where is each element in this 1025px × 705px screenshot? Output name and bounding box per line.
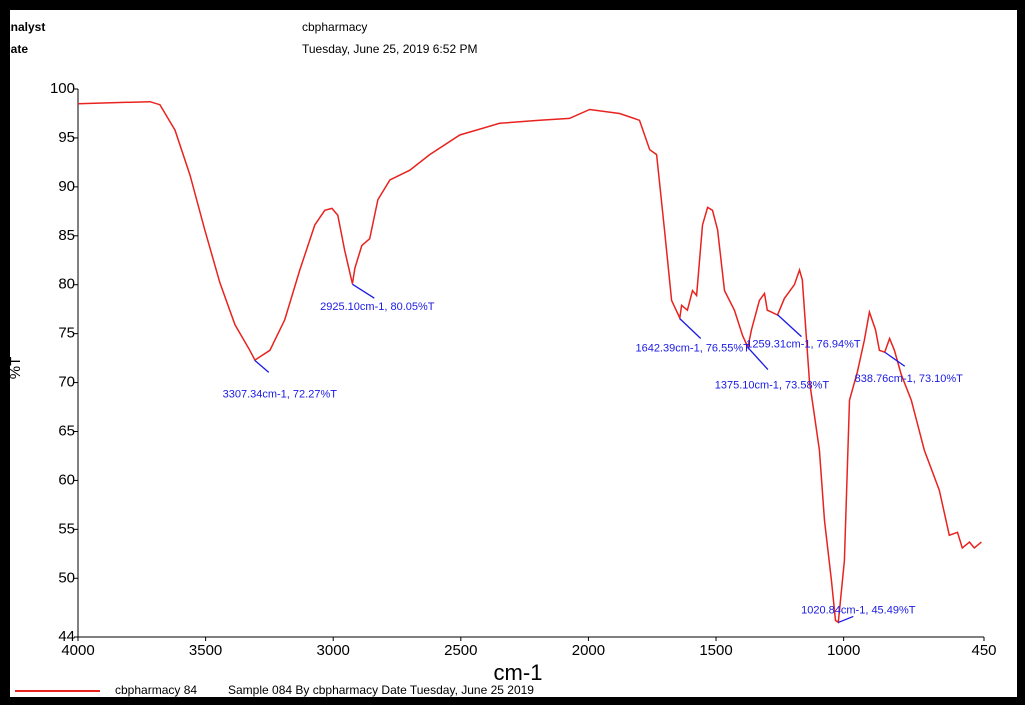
annotation-label: 1020.84cm-1, 45.49%T: [801, 604, 916, 616]
y-tick-label: 100: [50, 80, 75, 97]
y-tick-label: 80: [58, 276, 75, 293]
y-tick-label: 70: [58, 374, 75, 391]
frame-left: [0, 0, 10, 705]
analyst-label: Analyst: [2, 20, 45, 34]
annotation-label: 3307.34cm-1, 72.27%T: [223, 388, 338, 400]
y-tick-label: 60: [58, 471, 75, 488]
analyst: cbpharmacy: [302, 20, 367, 34]
y-axis-label: %T: [7, 357, 24, 380]
annotation-leader: [838, 615, 854, 624]
x-tick-label: 3500: [189, 642, 222, 659]
x-tick-label: 2000: [572, 642, 605, 659]
x-axis-label: cm-1: [494, 660, 543, 685]
y-tick-label: 85: [58, 227, 75, 244]
x-tick-label: 1500: [699, 642, 732, 659]
y-tick-label: 44: [58, 628, 75, 645]
annotation-leader: [747, 347, 769, 370]
frame-top: [10, 0, 1017, 10]
annotation-label: 838.76cm-1, 73.10%T: [855, 373, 964, 385]
x-tick-label: 1000: [827, 642, 860, 659]
y-tick-label: 90: [58, 178, 75, 195]
y-tick-label: 65: [58, 422, 75, 439]
y-tick-label: 50: [58, 569, 75, 586]
legend-description: Sample 084 By cbpharmacy Date Tuesday, J…: [228, 683, 534, 697]
annotation-leader: [777, 314, 802, 338]
annotation-leader: [254, 359, 270, 373]
annotation-label: 1375.10cm-1, 73.58%T: [715, 379, 830, 391]
annotation-leader: [679, 318, 702, 339]
x-tick-label: 450: [971, 642, 996, 659]
y-tick-label: 95: [58, 129, 75, 146]
x-tick-label: 2500: [444, 642, 477, 659]
annotation-label: 1642.39cm-1, 76.55%T: [636, 342, 751, 354]
spectrum-line: [77, 100, 982, 624]
annotation-leader: [884, 351, 906, 367]
annotation-label: 1259.31cm-1, 76.94%T: [746, 339, 861, 351]
annotation-leader: [351, 283, 375, 299]
x-tick-label: 3000: [317, 642, 350, 659]
annotation-label: 2925.10cm-1, 80.05%T: [320, 301, 435, 313]
frame: [10, 10, 1017, 697]
y-tick-label: 75: [58, 325, 75, 342]
legend-name: cbpharmacy 84: [115, 683, 197, 697]
y-tick-label: 55: [58, 520, 75, 537]
x-tick-label: 4000: [61, 642, 94, 659]
date: Tuesday, June 25, 2019 6:52 PM: [302, 42, 477, 56]
